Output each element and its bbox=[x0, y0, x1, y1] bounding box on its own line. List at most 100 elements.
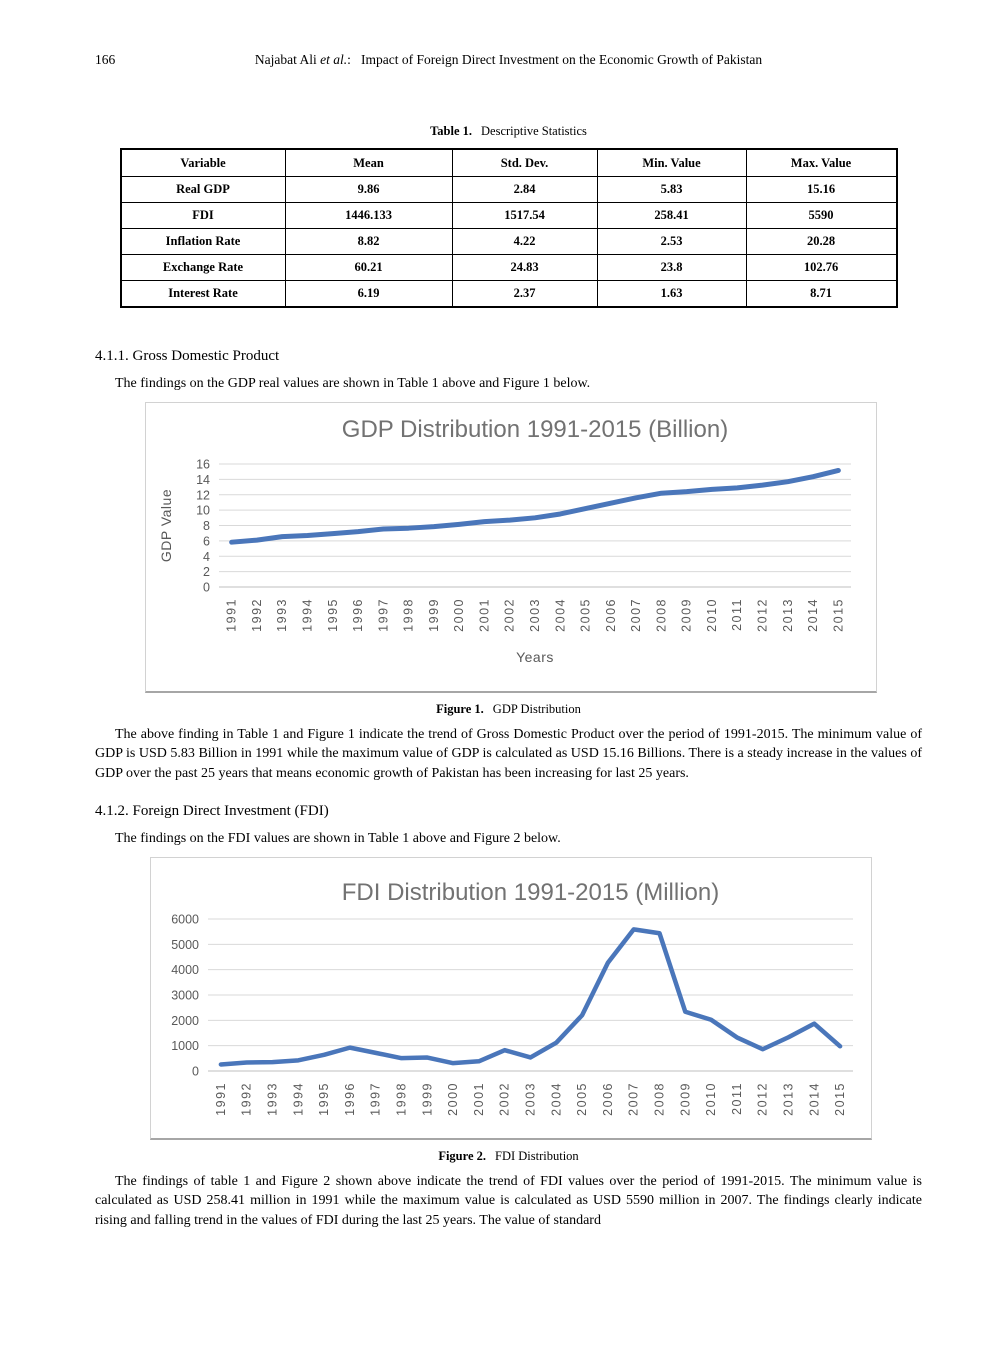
running-title-authors: Najabat Ali bbox=[254, 52, 321, 67]
table-cell: 258.41 bbox=[596, 202, 747, 229]
svg-text:FDI Distribution 1991-2015 (Mi: FDI Distribution 1991-2015 (Million) bbox=[342, 879, 719, 906]
svg-text:4000: 4000 bbox=[171, 963, 199, 977]
svg-text:2000: 2000 bbox=[446, 1082, 460, 1116]
svg-text:2001: 2001 bbox=[472, 1082, 486, 1116]
svg-text:2005: 2005 bbox=[575, 1082, 589, 1116]
table-cell: 20.28 bbox=[745, 228, 897, 255]
svg-text:2014: 2014 bbox=[807, 1082, 821, 1116]
figure-2-caption-label: Figure 2. bbox=[438, 1148, 486, 1163]
table-cell: Real GDP bbox=[120, 176, 286, 203]
svg-text:2007: 2007 bbox=[629, 598, 643, 632]
table-cell: 9.86 bbox=[284, 176, 453, 203]
table-cell: 24.83 bbox=[451, 254, 598, 281]
figure-1-gdp-chart: 0 2 4 6 8 10 12 14 16 1991 1992 1993 1994 1995 1996 199… bbox=[145, 401, 877, 693]
svg-text:3000: 3000 bbox=[171, 988, 199, 1002]
table-cell: 5.83 bbox=[596, 176, 747, 203]
table-header-cell: Std. Dev. bbox=[451, 148, 598, 177]
svg-text:2011: 2011 bbox=[730, 1082, 744, 1115]
svg-text:1994: 1994 bbox=[300, 598, 314, 632]
table-cell: 1517.54 bbox=[451, 202, 598, 229]
svg-text:2009: 2009 bbox=[678, 1082, 692, 1116]
running-title-text: : Impact of Foreign Direct Investment on… bbox=[347, 52, 763, 67]
svg-text:12: 12 bbox=[196, 488, 210, 502]
running-header: 166 Najabat Ali et al.: Impact of Foreig… bbox=[95, 52, 922, 70]
svg-text:14: 14 bbox=[196, 472, 210, 486]
svg-text:0: 0 bbox=[192, 1064, 199, 1078]
svg-text:2004: 2004 bbox=[553, 598, 567, 632]
table-row: Interest Rate 6.19 2.37 1.63 8.71 bbox=[120, 280, 897, 308]
table-cell: Interest Rate bbox=[120, 280, 286, 308]
svg-text:2000: 2000 bbox=[171, 1013, 199, 1027]
figure-1-caption-label: Figure 1. bbox=[436, 701, 484, 716]
svg-text:0: 0 bbox=[203, 580, 210, 594]
svg-text:4: 4 bbox=[203, 549, 210, 563]
table-cell: Inflation Rate bbox=[120, 228, 286, 255]
svg-text:2007: 2007 bbox=[627, 1082, 641, 1116]
svg-text:16: 16 bbox=[196, 457, 210, 471]
section-heading-fdi: 4.1.2. Foreign Direct Investment (FDI) bbox=[95, 803, 329, 819]
table-cell: 2.84 bbox=[451, 176, 598, 203]
table-cell: 2.53 bbox=[596, 228, 747, 255]
table-header-cell: Min. Value bbox=[596, 148, 747, 177]
svg-text:2003: 2003 bbox=[528, 598, 542, 632]
svg-text:2002: 2002 bbox=[498, 1082, 512, 1116]
svg-text:2015: 2015 bbox=[831, 598, 845, 632]
table-cell: 8.82 bbox=[284, 228, 453, 255]
svg-text:2010: 2010 bbox=[705, 598, 719, 632]
table-header-cell: Max. Value bbox=[745, 148, 897, 177]
table-cell: 23.8 bbox=[596, 254, 747, 281]
svg-text:1991: 1991 bbox=[214, 1082, 228, 1116]
table-cell: FDI bbox=[120, 202, 286, 229]
svg-text:1996: 1996 bbox=[343, 1082, 357, 1116]
svg-text:1998: 1998 bbox=[395, 1082, 409, 1116]
table-caption-label: Table 1. bbox=[430, 124, 473, 138]
svg-text:1992: 1992 bbox=[250, 598, 264, 632]
svg-text:Years: Years bbox=[516, 649, 554, 665]
table-cell: 102.76 bbox=[745, 254, 897, 281]
section-intro-gdp: The findings on the GDP real values are … bbox=[115, 376, 591, 391]
svg-text:2002: 2002 bbox=[503, 598, 517, 632]
svg-text:1997: 1997 bbox=[369, 1082, 383, 1116]
svg-text:2008: 2008 bbox=[654, 598, 668, 632]
figure-2-caption-text: FDI Distribution bbox=[495, 1148, 579, 1163]
table-header-row: Variable Mean Std. Dev. Min. Value Max. … bbox=[120, 148, 897, 177]
svg-text:1995: 1995 bbox=[326, 598, 340, 632]
descriptive-statistics-table: Variable Mean Std. Dev. Min. Value Max. … bbox=[119, 148, 898, 308]
svg-text:2014: 2014 bbox=[806, 598, 820, 632]
figure-1-caption: Figure 1. GDP Distribution bbox=[95, 702, 922, 717]
table-cell: 8.71 bbox=[745, 280, 897, 308]
figure-1-caption-text: GDP Distribution bbox=[492, 701, 581, 716]
svg-text:2011: 2011 bbox=[730, 598, 744, 631]
figure-2-caption: Figure 2. FDI Distribution bbox=[95, 1149, 922, 1164]
paragraph-fdi-discussion: The findings of table 1 and Figure 2 sho… bbox=[95, 1173, 922, 1228]
table-row: Inflation Rate 8.82 4.22 2.53 20.28 bbox=[120, 228, 897, 255]
svg-text:1995: 1995 bbox=[317, 1082, 331, 1116]
svg-text:1992: 1992 bbox=[240, 1082, 254, 1116]
table-cell: 15.16 bbox=[745, 176, 897, 203]
svg-text:2006: 2006 bbox=[601, 1082, 615, 1116]
svg-text:2012: 2012 bbox=[756, 598, 770, 632]
running-title: Najabat Ali et al.: Impact of Foreign Di… bbox=[95, 52, 922, 68]
svg-text:1991: 1991 bbox=[225, 598, 239, 632]
table-row: Real GDP 9.86 2.84 5.83 15.16 bbox=[120, 176, 897, 203]
table-cell: 1.63 bbox=[596, 280, 747, 308]
svg-text:2004: 2004 bbox=[549, 1082, 563, 1116]
svg-text:2009: 2009 bbox=[680, 598, 694, 632]
table-row: FDI 1446.133 1517.54 258.41 5590 bbox=[120, 202, 897, 229]
svg-text:1993: 1993 bbox=[275, 598, 289, 632]
table-row: Exchange Rate 60.21 24.83 23.8 102.76 bbox=[120, 254, 897, 281]
svg-text:1000: 1000 bbox=[171, 1039, 199, 1053]
table-cell: Exchange Rate bbox=[120, 254, 286, 281]
svg-text:5000: 5000 bbox=[171, 937, 199, 951]
svg-text:10: 10 bbox=[196, 503, 210, 517]
table-cell: 4.22 bbox=[451, 228, 598, 255]
table-cell: 2.37 bbox=[451, 280, 598, 308]
svg-text:2010: 2010 bbox=[704, 1082, 718, 1116]
page-number: 166 bbox=[95, 52, 116, 67]
svg-text:GDP Distribution 1991-2015 (Bi: GDP Distribution 1991-2015 (Billion) bbox=[342, 416, 728, 443]
svg-text:2013: 2013 bbox=[782, 1082, 796, 1116]
svg-text:GDP Value: GDP Value bbox=[158, 488, 174, 561]
paper-page: 166 Najabat Ali et al.: Impact of Foreig… bbox=[95, 52, 922, 1228]
section-heading-gdp: 4.1.1. Gross Domestic Product bbox=[95, 348, 280, 364]
